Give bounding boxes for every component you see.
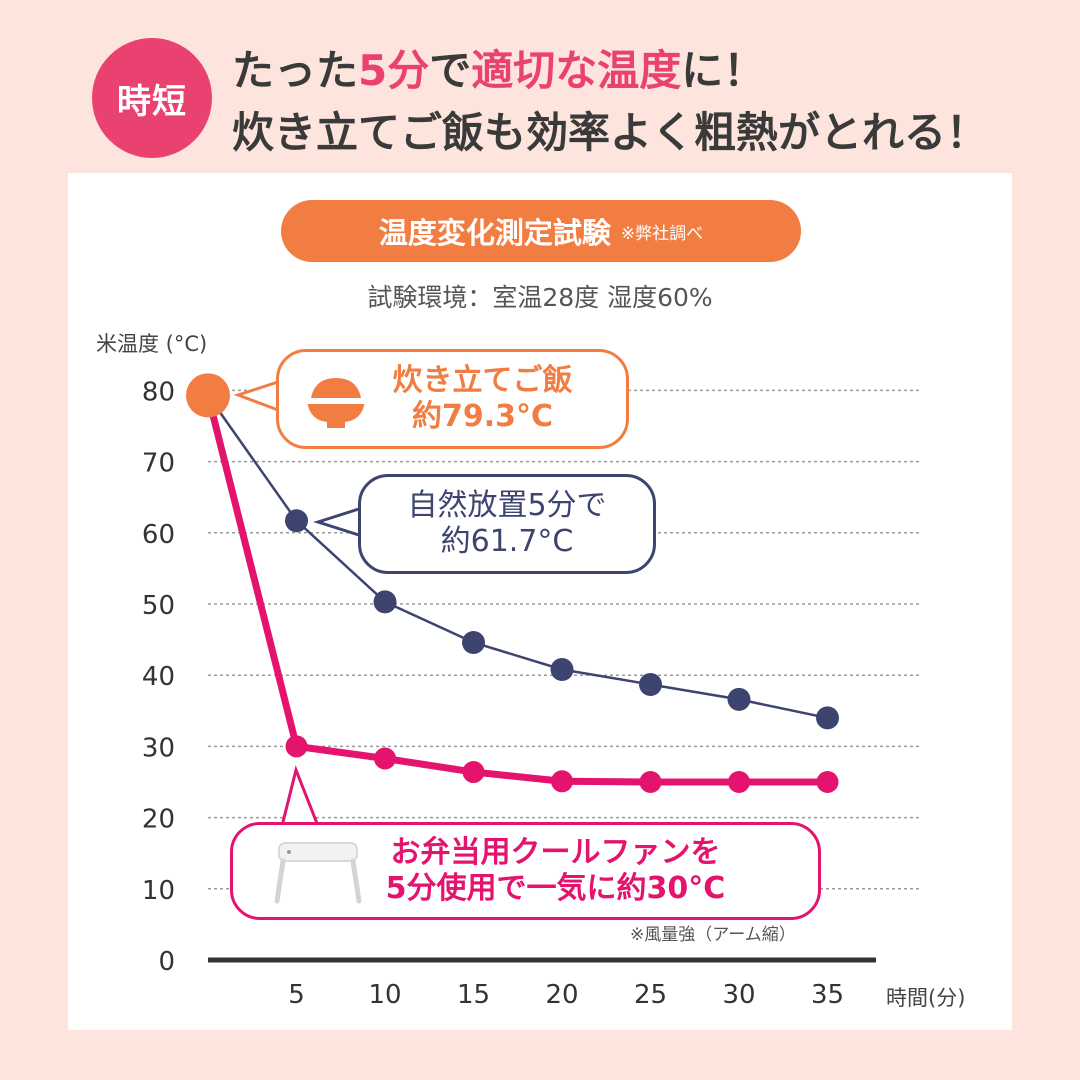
cool-fan-point — [728, 771, 750, 793]
x-tick-label: 20 — [545, 980, 578, 1010]
headline-text-e: に！ — [681, 46, 766, 95]
test-environment: 試験環境：室温28度 湿度60% — [367, 283, 713, 312]
natural-point — [816, 706, 839, 730]
y-tick-label: 30 — [142, 733, 175, 763]
x-axis-label: 時間(分) — [886, 986, 966, 1010]
y-tick-label: 10 — [142, 876, 175, 906]
cool-fan-point — [285, 735, 308, 758]
y-tick-label: 40 — [142, 662, 175, 692]
natural-5min-callout: 自然放置5分で 約61.7°C — [358, 474, 656, 574]
natural-point — [462, 630, 485, 654]
fan-setting-footnote: ※風量強（アーム縮） — [630, 925, 796, 945]
start-point — [186, 373, 230, 418]
headline-line-2: 炊き立てご飯も効率よく粗熱がとれる！ — [232, 108, 989, 157]
natural-point — [727, 687, 751, 711]
fan-callout-line-1: お弁当用クールファンを — [390, 835, 721, 870]
series-line-cool-fan — [204, 394, 828, 786]
cool-fan-point — [816, 771, 839, 793]
cool-fan-point — [551, 770, 573, 793]
natural-point — [373, 590, 397, 614]
cool-fan-callout: お弁当用クールファンを 5分使用で一気に約30°C — [230, 822, 821, 920]
natural-callout-line-1: 自然放置5分で — [407, 488, 607, 523]
y-tick-label: 60 — [142, 520, 175, 550]
y-tick-label: 80 — [142, 377, 175, 407]
y-tick-label: 0 — [158, 947, 175, 977]
cool-fan-product-icon — [274, 842, 362, 904]
y-tick-label: 70 — [142, 449, 175, 479]
natural-point — [639, 672, 662, 696]
y-tick-label: 20 — [142, 805, 175, 835]
headline-highlight-temp: 適切な温度 — [471, 46, 682, 95]
headline-highlight-5min: 5分 — [358, 46, 430, 95]
natural-point — [285, 509, 308, 533]
natural-callout-tail — [313, 505, 364, 539]
chart-title-note: ※弊社調べ — [620, 223, 704, 244]
rice-bowl-icon — [307, 378, 365, 428]
x-tick-label: 5 — [288, 980, 305, 1010]
x-tick-label: 35 — [811, 980, 844, 1010]
start-callout-line-2: 約79.3°C — [411, 399, 554, 434]
fan-callout-line-2: 5分使用で一気に約30°C — [385, 871, 726, 906]
chart-title-pill: 温度変化測定試験 ※弊社調べ — [281, 200, 801, 262]
x-tick-label: 30 — [722, 980, 755, 1010]
y-axis-label: 米温度 (°C) — [96, 332, 208, 356]
fan-callout-tail — [280, 765, 321, 828]
cool-fan-point — [374, 747, 396, 770]
x-tick-label: 25 — [634, 980, 667, 1010]
y-tick-label: 50 — [142, 591, 175, 621]
series-line-natural — [206, 394, 828, 720]
chart-title: 温度変化測定試験 — [378, 216, 611, 250]
cool-fan-point — [462, 761, 485, 784]
cool-fan-point — [639, 771, 662, 793]
headline-text-a: たった — [232, 46, 359, 95]
headline-text-c: で — [429, 46, 472, 95]
natural-callout-line-2: 約61.7°C — [440, 524, 574, 559]
start-callout-line-1: 炊き立てご飯 — [392, 363, 573, 398]
natural-point — [550, 658, 574, 682]
jitan-badge: 時短 — [92, 38, 212, 158]
start-callout-tail — [233, 379, 280, 413]
x-tick-label: 15 — [457, 980, 490, 1010]
headline-line-1: たった5分で適切な温度に！ — [232, 50, 765, 92]
start-temp-callout: 炊き立てご飯 約79.3°C — [276, 349, 629, 449]
x-tick-label: 10 — [368, 980, 401, 1010]
